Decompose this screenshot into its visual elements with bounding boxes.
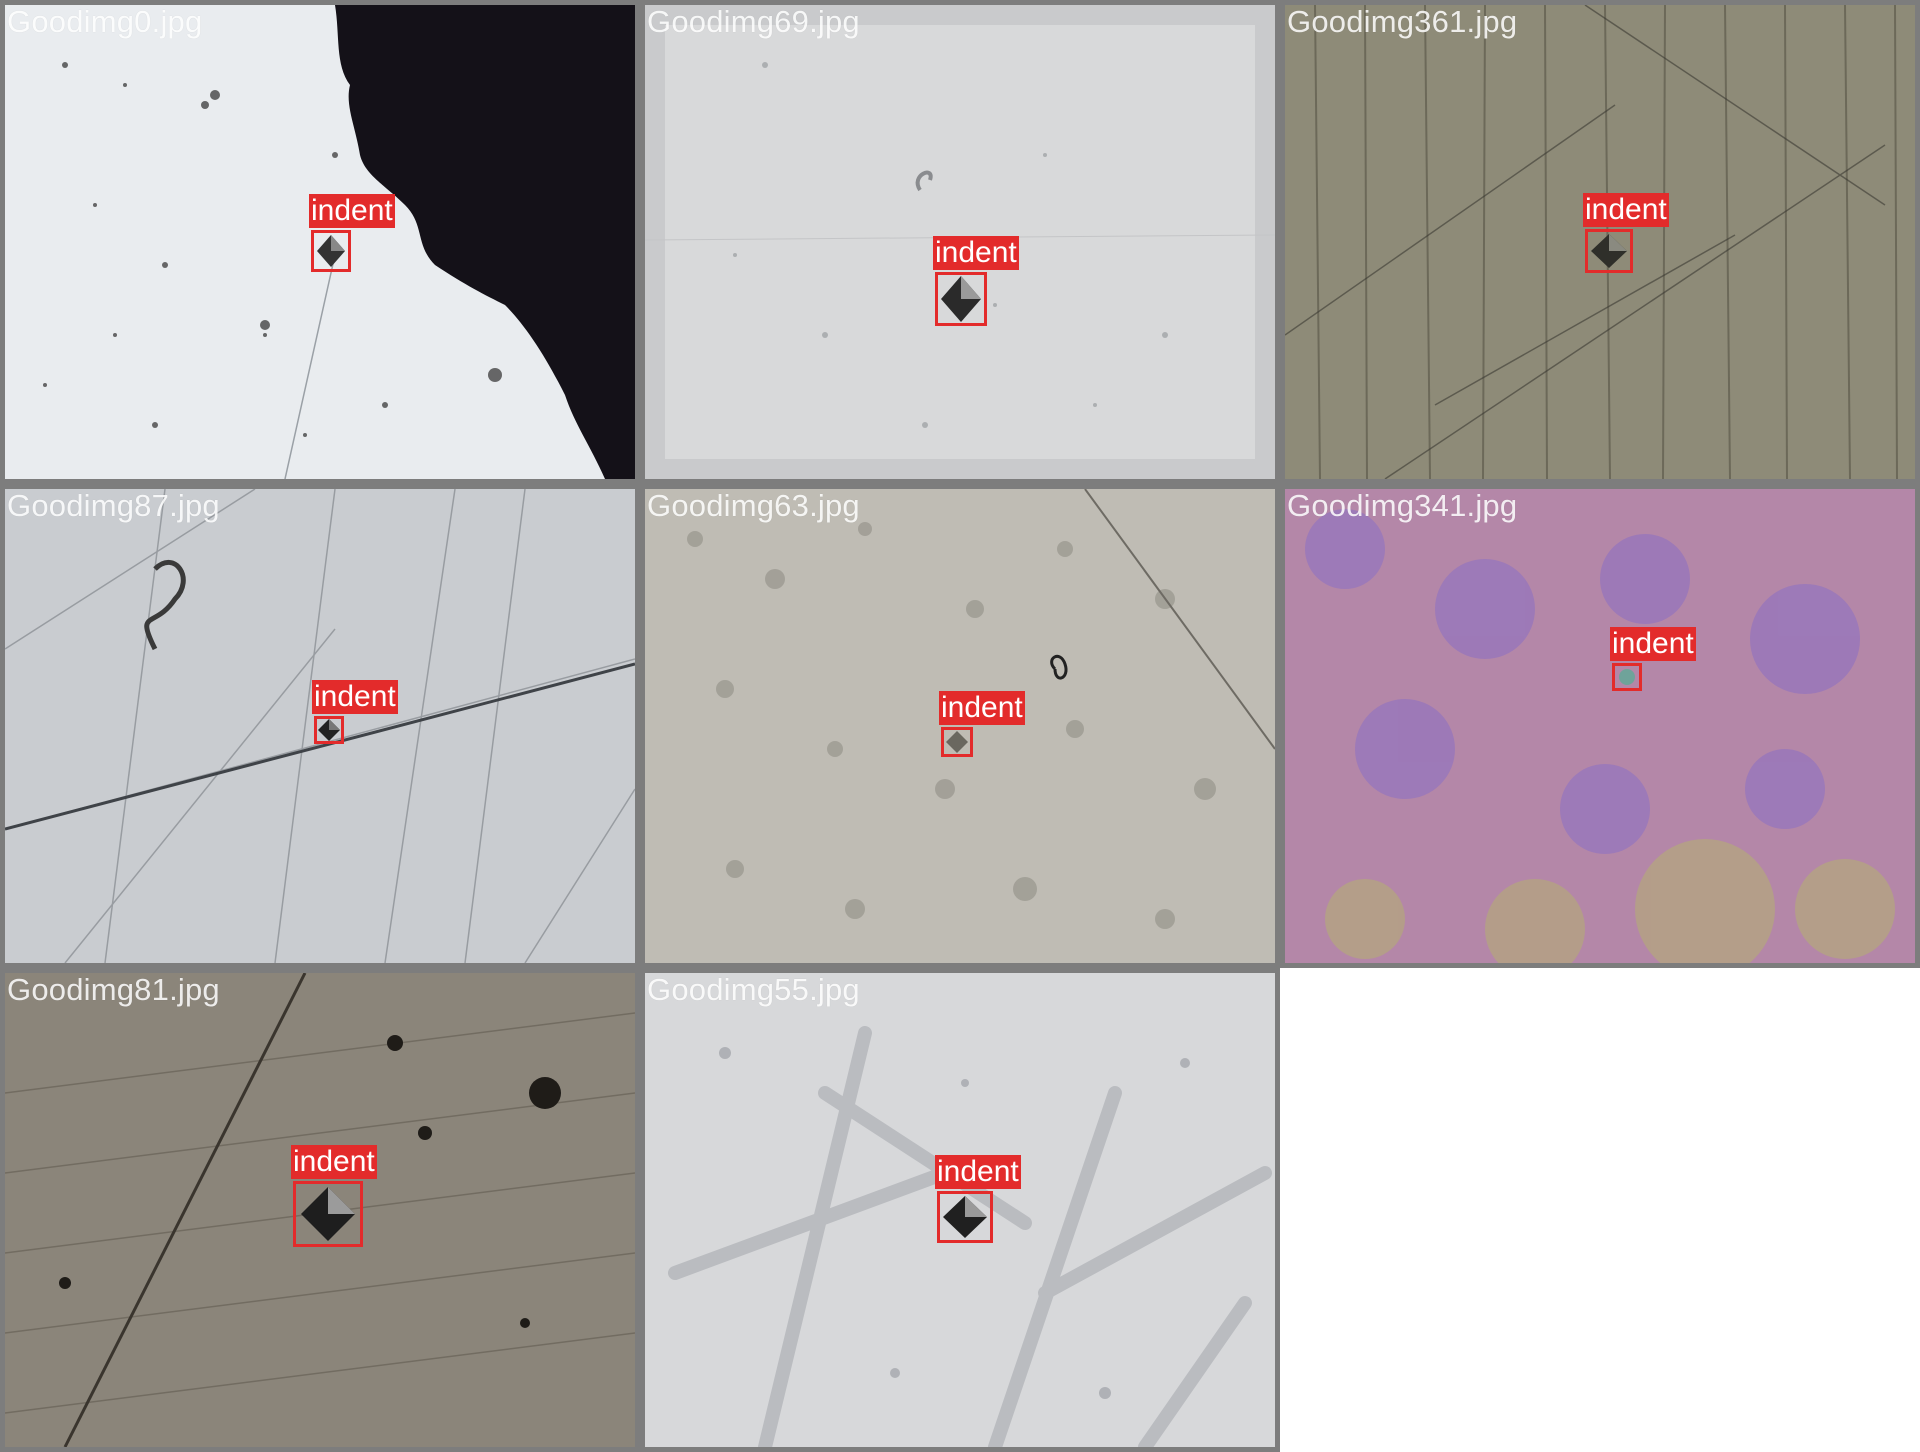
file-name: Goodimg63.jpg: [647, 488, 860, 523]
image-tile: Goodimg341.jpg indent: [1280, 484, 1920, 968]
class-label: indent: [312, 680, 398, 714]
image-tile: Goodimg55.jpg indent: [640, 968, 1280, 1452]
detection-box: indent: [1610, 627, 1696, 691]
micrograph: [5, 5, 635, 479]
class-label: indent: [939, 691, 1025, 725]
detection-box: indent: [935, 1155, 1021, 1243]
file-name: Goodimg55.jpg: [647, 972, 860, 1007]
class-label: indent: [309, 194, 395, 228]
micrograph: [1285, 489, 1915, 963]
class-label: indent: [1583, 193, 1669, 227]
micrograph: [5, 489, 635, 963]
image-tile: Goodimg63.jpg indent: [640, 484, 1280, 968]
detection-box: indent: [933, 236, 1019, 326]
file-name: Goodimg87.jpg: [7, 488, 220, 523]
detection-box: indent: [309, 194, 395, 272]
class-label: indent: [933, 236, 1019, 270]
class-label: indent: [1610, 627, 1696, 661]
micrograph: [1285, 5, 1915, 479]
image-tile: Goodimg87.jpg indent: [0, 484, 640, 968]
image-tile: Goodimg0.jpg indent: [0, 0, 640, 484]
image-tile: Goodimg69.jpg indent: [640, 0, 1280, 484]
file-name: Goodimg0.jpg: [7, 4, 203, 39]
class-label: indent: [291, 1145, 377, 1179]
file-name: Goodimg361.jpg: [1287, 4, 1518, 39]
file-name: Goodimg69.jpg: [647, 4, 860, 39]
image-tile: Goodimg81.jpg indent: [0, 968, 640, 1452]
file-name: Goodimg81.jpg: [7, 972, 220, 1007]
detection-box: indent: [939, 691, 1025, 757]
micrograph: [645, 489, 1275, 963]
class-label: indent: [935, 1155, 1021, 1189]
file-name: Goodimg341.jpg: [1287, 488, 1518, 523]
detection-box: indent: [1583, 193, 1669, 273]
detection-box: indent: [312, 680, 398, 744]
detection-box: indent: [291, 1145, 377, 1247]
image-tile: Goodimg361.jpg indent: [1280, 0, 1920, 484]
